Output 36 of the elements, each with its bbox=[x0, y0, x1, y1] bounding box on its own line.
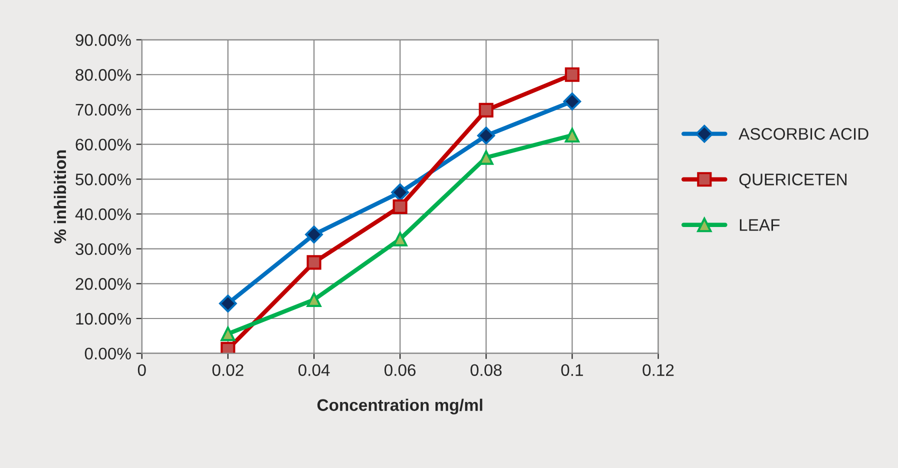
point bbox=[477, 126, 496, 144]
y-axis-title: % inhibition bbox=[54, 150, 66, 244]
y-tick-label: 90.00% bbox=[76, 34, 131, 46]
legend-label: ASCORBIC ACID bbox=[738, 128, 868, 140]
point bbox=[478, 102, 494, 118]
point bbox=[478, 150, 494, 165]
legend-label: QUERICETEN bbox=[739, 174, 846, 188]
x-tick-label: 0.06 bbox=[384, 364, 416, 376]
y-tick-label: 10.00% bbox=[76, 312, 131, 325]
x-tick-label: 0.12 bbox=[642, 364, 674, 376]
x-tick-label: 0 bbox=[138, 364, 146, 376]
x-tick-label: 0.08 bbox=[470, 364, 502, 376]
y-tick-label: 70.00% bbox=[76, 104, 131, 116]
point bbox=[306, 255, 322, 270]
point bbox=[219, 294, 237, 312]
point bbox=[392, 232, 408, 246]
point bbox=[391, 183, 409, 202]
x-tick-label: 0.1 bbox=[561, 364, 583, 376]
point bbox=[305, 226, 323, 244]
y-tick-label: 20.00% bbox=[76, 278, 131, 290]
point bbox=[563, 92, 582, 110]
point bbox=[564, 67, 580, 82]
point bbox=[564, 128, 580, 143]
point bbox=[220, 326, 236, 342]
y-tick-label: 60.00% bbox=[76, 138, 131, 151]
x-tick-label: 0.04 bbox=[298, 364, 330, 376]
y-tick-label: 80.00% bbox=[76, 69, 131, 81]
legend-label: LEAF bbox=[740, 219, 780, 231]
y-tick-label: 30.00% bbox=[76, 243, 131, 256]
y-tick-label: 40.00% bbox=[75, 208, 131, 220]
y-tick-label: 0.00% bbox=[84, 348, 131, 360]
x-tick-label: 0.02 bbox=[212, 364, 244, 376]
y-tick-label: 50.00% bbox=[76, 174, 131, 186]
point bbox=[392, 199, 408, 214]
point bbox=[306, 292, 322, 307]
x-axis-title: Concentration mg/ml bbox=[317, 398, 482, 414]
